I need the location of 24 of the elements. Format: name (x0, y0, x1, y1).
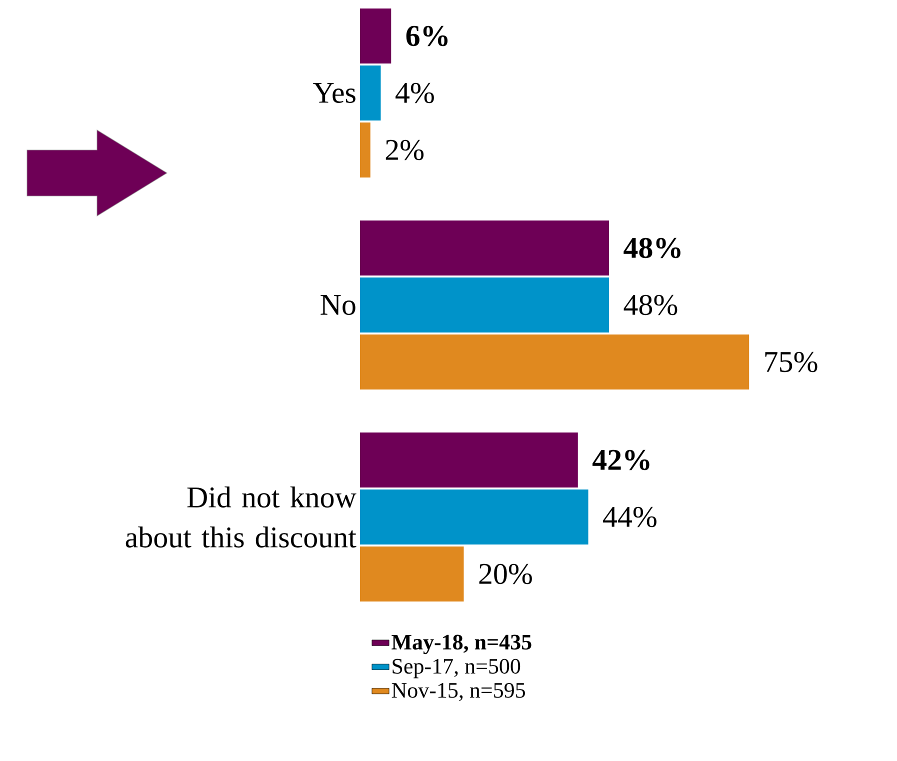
data-label: 75% (765, 352, 818, 372)
data-label: 4% (396, 82, 434, 104)
bar (360, 278, 610, 333)
data-label: 2% (386, 140, 424, 160)
legend-label: Nov-15, n=595 (392, 683, 525, 701)
bar (360, 8, 392, 64)
data-label: 6% (406, 26, 448, 46)
bar (360, 432, 578, 488)
data-label: 48% (624, 294, 678, 316)
bar (360, 334, 750, 390)
bar (360, 66, 381, 121)
bar (360, 490, 588, 545)
legend-label: May-18, n=435 (392, 634, 532, 654)
y-tick-label: Yes (313, 83, 356, 103)
data-label: 44% (603, 506, 656, 528)
bar (360, 220, 610, 276)
bar (360, 122, 370, 178)
y-tick-label: Did not know about this discount (126, 486, 356, 548)
y-tick-label: No (320, 295, 356, 315)
data-label: 42% (592, 450, 650, 470)
bar (360, 546, 464, 602)
legend-label: Sep-17, n=500 (392, 658, 520, 678)
data-label: 20% (479, 564, 532, 584)
data-label: 48% (624, 238, 680, 258)
